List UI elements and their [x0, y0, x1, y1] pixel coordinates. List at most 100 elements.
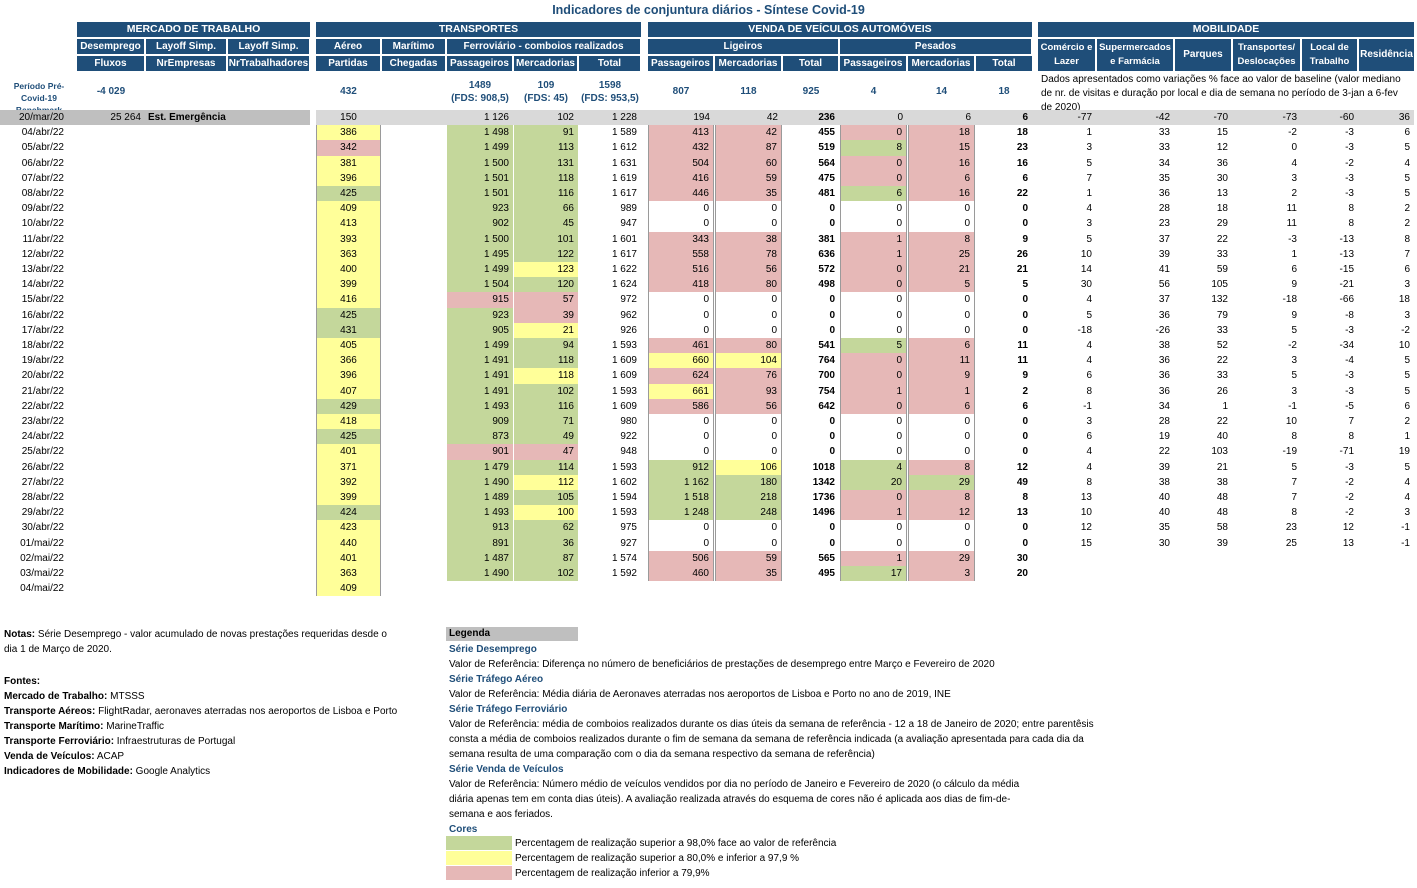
benchmark-ferro-merc-value: 109	[537, 80, 555, 91]
cell-mobilidade-2: 22	[1216, 233, 1228, 245]
cell-mobilidade-0: 10	[1080, 248, 1092, 260]
cell-ferro-mercadorias: 62	[514, 520, 578, 536]
cell-mobilidade-5: 6	[1404, 400, 1410, 412]
cell-ferro-mercadorias: 113	[514, 140, 578, 156]
legend-aereo-heading: Série Tráfego Aéreo	[449, 674, 544, 685]
cell-ferro-passageiros: 1 501	[447, 186, 513, 202]
cell-lig-mercadorias: 93	[715, 383, 782, 399]
cell-lig-total: 519	[818, 142, 835, 154]
cell-pes-passageiros: 4	[840, 459, 907, 475]
cell-lig-passageiros: 343	[648, 231, 714, 247]
cell-mobilidade-1: 36	[1158, 188, 1170, 199]
fonte-value: ACAP	[94, 751, 125, 762]
cell-mobilidade-4: -15	[1339, 264, 1354, 275]
cell-mobilidade-4: 7	[1348, 416, 1354, 427]
cell-mobilidade-2: 30	[1216, 172, 1228, 184]
cell-pes-mercadorias: 8	[908, 490, 975, 506]
cell-ferro-total: 1 593	[611, 340, 637, 351]
cell-mobilidade-0: 5	[1086, 233, 1092, 245]
legend-ferroviario-text-2: consta a média de comboios realizados du…	[449, 734, 1084, 745]
fonte-key: Mercado de Trabalho:	[4, 691, 108, 702]
cell-ferro-total: 1 592	[611, 568, 637, 579]
benchmark-ferro-pass-value: 1489	[468, 80, 492, 91]
subhdr-maritimo: Marítimo	[382, 39, 446, 55]
fonte-value: Google Analytics	[132, 766, 211, 777]
subhdr-ferroviario: Ferroviário - comboios realizados	[447, 39, 641, 55]
cell-pes-passageiros: 20	[840, 474, 907, 490]
benchmark-lig-merc: 118	[740, 86, 757, 97]
cell-lig-passageiros: 0	[648, 216, 714, 232]
cell-lig-mercadorias: 59	[715, 550, 782, 566]
cell-mobilidade-3: 11	[1286, 218, 1297, 230]
col-pes-mercadorias: Mercadorias	[908, 56, 975, 72]
cell-lig-mercadorias: 0	[715, 307, 782, 323]
cell-mobilidade-4: -13	[1339, 248, 1354, 260]
cell-pes-mercadorias: 21	[908, 262, 975, 278]
cell-lig-mercadorias: 0	[715, 322, 782, 338]
cell-pes-total: 0	[1022, 446, 1028, 458]
cell-mobilidade-3: 8	[1291, 507, 1297, 519]
cell-ferro-mercadorias: 105	[514, 490, 578, 506]
cell-ferro-mercadorias: 116	[514, 398, 578, 414]
cell-pes-mercadorias: 0	[908, 322, 975, 338]
cell-mobilidade-4: -3	[1345, 385, 1354, 397]
cell-pes-mercadorias: 11	[908, 353, 975, 369]
cell-ferro-passageiros: 1 487	[447, 550, 513, 566]
cell-pes-total: 30	[1016, 552, 1028, 564]
cell-ferro-passageiros: 1 491	[447, 383, 513, 399]
cell-pes-mercadorias: 6	[908, 170, 975, 186]
cell-pes-mercadorias: 0	[908, 520, 975, 536]
cell-mobilidade-0: 8	[1086, 385, 1092, 397]
cell-aereo: 363	[316, 566, 381, 582]
cell-mobilidade-4: -3	[1345, 370, 1354, 382]
cell-pes-total: 0	[1022, 537, 1028, 549]
cell-mobilidade-1: 33	[1158, 127, 1170, 139]
cell-aereo: 413	[316, 216, 381, 232]
col-partidas: Partidas	[316, 56, 381, 72]
notes-label: Notas:	[4, 629, 36, 640]
cell-lig-passageiros: 460	[648, 566, 714, 582]
ref-pes-total: 6	[1022, 112, 1028, 123]
cell-mobilidade-1: 36	[1158, 355, 1170, 367]
row-date: 26/abr/22	[21, 461, 64, 473]
cell-lig-total: 572	[818, 264, 835, 275]
cell-mobilidade-5: 7	[1404, 248, 1410, 260]
cell-pes-total: 0	[1022, 203, 1028, 215]
cell-pes-total: 0	[1022, 522, 1028, 534]
cell-aereo: 416	[316, 292, 381, 308]
reference-row-bg	[0, 110, 310, 126]
cell-lig-mercadorias: 0	[715, 414, 782, 430]
cell-pes-total: 11	[1017, 355, 1028, 367]
row-date: 13/abr/22	[21, 264, 64, 275]
cell-mobilidade-4: -34	[1339, 340, 1354, 351]
cell-ferro-passageiros: 923	[447, 201, 513, 217]
fonte-value: MarineTraffic	[103, 721, 165, 732]
benchmark-ferro-merc: 109 (FDS: 45)	[514, 79, 578, 105]
cell-pes-mercadorias: 0	[908, 535, 975, 551]
cell-mobilidade-2: 33	[1216, 248, 1228, 260]
cell-lig-mercadorias: 0	[715, 292, 782, 308]
cell-mobilidade-5: -1	[1401, 522, 1410, 534]
cell-lig-passageiros: 506	[648, 550, 714, 566]
cell-pes-mercadorias: 29	[908, 550, 975, 566]
col-pes-total: Total	[976, 56, 1032, 72]
cell-mobilidade-5: 5	[1404, 385, 1410, 397]
legend-desemprego-text: Valor de Referência: Diferença no número…	[449, 659, 995, 670]
col-pes-passageiros: Passageiros	[840, 56, 907, 72]
cell-ferro-total: 927	[620, 537, 637, 549]
cell-mobilidade-0: 4	[1086, 355, 1092, 367]
cell-lig-total: 481	[818, 188, 835, 199]
cell-ferro-mercadorias: 112	[514, 474, 578, 490]
fonte-item: Transporte Aéreos: FlightRadar, aeronave…	[4, 704, 404, 719]
subhdr-supermercados: Supermercados e Farmácia	[1097, 39, 1174, 71]
col-lig-total: Total	[783, 56, 839, 72]
row-date: 27/abr/22	[21, 476, 64, 488]
fonte-key: Transporte Marítimo:	[4, 721, 104, 732]
cell-pes-passageiros: 0	[840, 262, 907, 278]
cell-lig-mercadorias: 0	[715, 216, 782, 232]
cell-mobilidade-5: 19	[1398, 446, 1410, 458]
subhdr-layoff-empresas: Layoff Simp.	[146, 39, 227, 55]
cell-ferro-passageiros: 1 493	[447, 505, 513, 521]
cell-mobilidade-1: 34	[1158, 400, 1170, 412]
cell-mobilidade-4: -2	[1345, 476, 1354, 488]
